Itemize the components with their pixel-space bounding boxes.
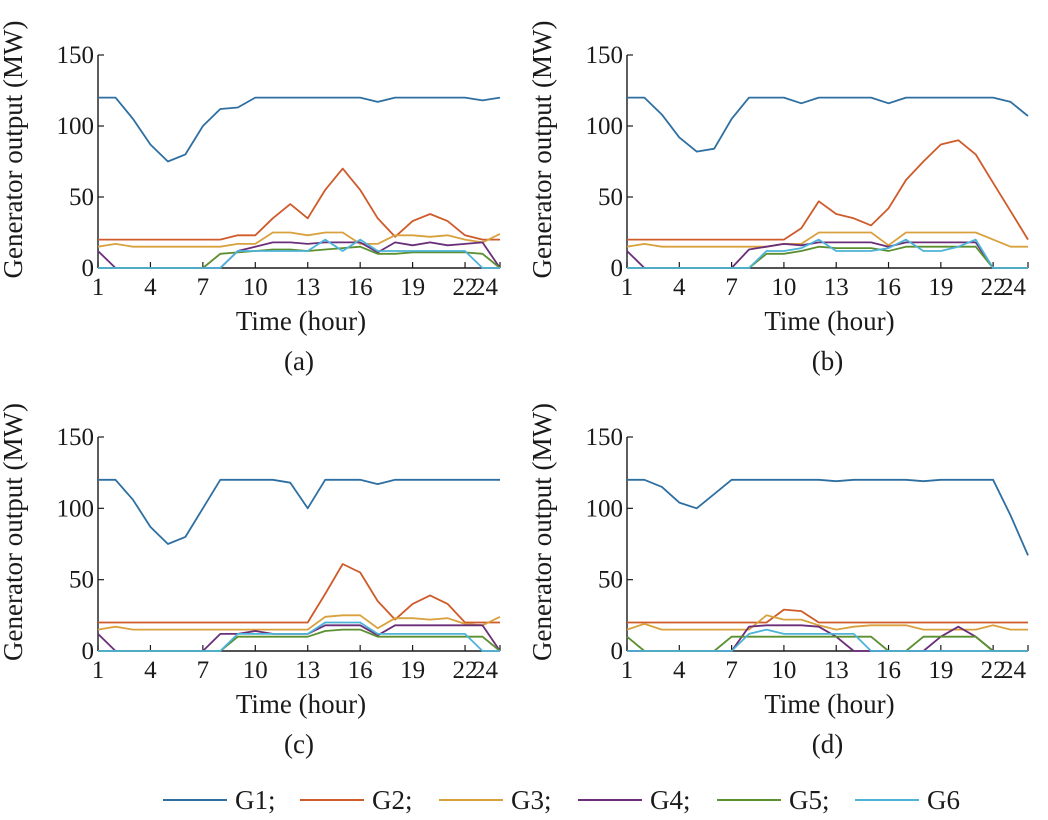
y-tick-label: 100 bbox=[586, 495, 624, 522]
series-line-g3 bbox=[626, 231, 1028, 248]
x-tick-label: 13 bbox=[295, 657, 320, 684]
series-line-g3 bbox=[626, 614, 1028, 631]
x-tick-label: 22 bbox=[981, 274, 1006, 301]
panel-caption: (b) bbox=[812, 346, 843, 376]
y-tick-label: 100 bbox=[586, 113, 624, 140]
panel-caption: (a) bbox=[284, 346, 314, 376]
legend-label-4: G4; bbox=[650, 785, 691, 815]
x-tick-label: 22 bbox=[981, 657, 1006, 684]
x-tick-label: 4 bbox=[144, 657, 157, 684]
series-line-g1 bbox=[98, 478, 500, 545]
x-tick-label: 7 bbox=[197, 657, 210, 684]
series-line-g2 bbox=[627, 608, 1028, 624]
y-tick-label: 0 bbox=[82, 255, 95, 282]
x-tick-label: 7 bbox=[725, 657, 738, 684]
x-tick-label: 13 bbox=[824, 274, 849, 301]
x-tick-label: 19 bbox=[928, 274, 953, 301]
y-axis-label: Generator output (MW) bbox=[0, 21, 28, 279]
series-line-g6 bbox=[98, 621, 500, 652]
y-tick-label: 50 bbox=[69, 184, 94, 211]
x-tick-label: 19 bbox=[400, 657, 425, 684]
series-line-g6 bbox=[98, 238, 500, 269]
x-tick-label: 16 bbox=[876, 657, 901, 684]
panel-caption: (c) bbox=[284, 729, 314, 759]
panel-caption: (d) bbox=[812, 729, 843, 759]
x-tick-label: 10 bbox=[771, 657, 796, 684]
x-axis-label: Time (hour) bbox=[236, 689, 366, 719]
x-tick-label: 22 bbox=[453, 274, 478, 301]
legend-label-5: G5; bbox=[789, 785, 830, 815]
series-line-g5 bbox=[98, 245, 501, 269]
x-tick-label: 13 bbox=[824, 657, 849, 684]
series-line-g2 bbox=[98, 167, 500, 241]
y-tick-label: 50 bbox=[598, 567, 623, 594]
legend-label-2: G2; bbox=[372, 785, 413, 815]
x-tick-label: 7 bbox=[197, 274, 210, 301]
y-tick-label: 50 bbox=[69, 567, 94, 594]
y-tick-label: 0 bbox=[611, 255, 624, 282]
y-tick-label: 150 bbox=[586, 42, 624, 69]
y-tick-label: 0 bbox=[82, 638, 95, 665]
x-tick-label: 1 bbox=[621, 274, 634, 301]
x-axis-label: Time (hour) bbox=[764, 306, 894, 336]
y-tick-label: 100 bbox=[57, 113, 95, 140]
x-tick-label: 16 bbox=[348, 657, 373, 684]
x-tick-label: 13 bbox=[295, 274, 320, 301]
y-tick-label: 150 bbox=[57, 424, 95, 451]
x-tick-label: 1 bbox=[621, 657, 634, 684]
series-line-g5 bbox=[627, 245, 1028, 269]
x-tick-label: 24 bbox=[1001, 274, 1027, 301]
x-tick-label: 19 bbox=[400, 274, 425, 301]
y-axis-label: Generator output (MW) bbox=[527, 21, 557, 279]
x-axis-label: Time (hour) bbox=[764, 689, 894, 719]
series-line-g5 bbox=[626, 635, 1028, 652]
y-axis-label: Generator output (MW) bbox=[527, 403, 557, 661]
y-tick-label: 50 bbox=[598, 184, 623, 211]
x-tick-label: 16 bbox=[876, 274, 901, 301]
x-tick-label: 10 bbox=[771, 274, 796, 301]
x-tick-label: 4 bbox=[144, 274, 157, 301]
legend-label-3: G3; bbox=[511, 785, 552, 815]
x-tick-label: 1 bbox=[92, 657, 105, 684]
x-tick-label: 24 bbox=[473, 657, 499, 684]
x-tick-label: 4 bbox=[673, 657, 686, 684]
series-line-g1 bbox=[627, 478, 1029, 556]
series-line-g3 bbox=[97, 614, 501, 631]
series-line-g6 bbox=[627, 238, 1028, 269]
x-tick-label: 19 bbox=[928, 657, 953, 684]
x-tick-label: 24 bbox=[473, 274, 499, 301]
legend-label-6: G6 bbox=[927, 785, 960, 815]
y-tick-label: 100 bbox=[57, 495, 95, 522]
y-tick-label: 150 bbox=[57, 42, 95, 69]
legend-label-1: G1; bbox=[235, 785, 276, 815]
y-tick-label: 150 bbox=[586, 424, 624, 451]
series-line-g1 bbox=[627, 96, 1029, 153]
series-line-g2 bbox=[98, 563, 500, 624]
legend: G1; G2; G3; G4; G5; G6 bbox=[163, 785, 960, 815]
x-tick-label: 10 bbox=[243, 657, 268, 684]
y-axis-label: Generator output (MW) bbox=[0, 403, 28, 661]
x-tick-label: 10 bbox=[243, 274, 268, 301]
x-tick-label: 16 bbox=[348, 274, 373, 301]
x-tick-label: 4 bbox=[673, 274, 686, 301]
x-tick-label: 22 bbox=[453, 657, 478, 684]
x-tick-label: 7 bbox=[725, 274, 738, 301]
series-line-g1 bbox=[98, 96, 501, 163]
series-line-g5 bbox=[98, 628, 501, 652]
series-line-g6 bbox=[627, 628, 1028, 652]
y-tick-label: 0 bbox=[611, 638, 624, 665]
x-tick-label: 1 bbox=[92, 274, 105, 301]
x-tick-label: 24 bbox=[1001, 657, 1027, 684]
x-axis-label: Time (hour) bbox=[236, 306, 366, 336]
series-line-g2 bbox=[627, 139, 1029, 241]
series-line-g3 bbox=[97, 231, 501, 248]
